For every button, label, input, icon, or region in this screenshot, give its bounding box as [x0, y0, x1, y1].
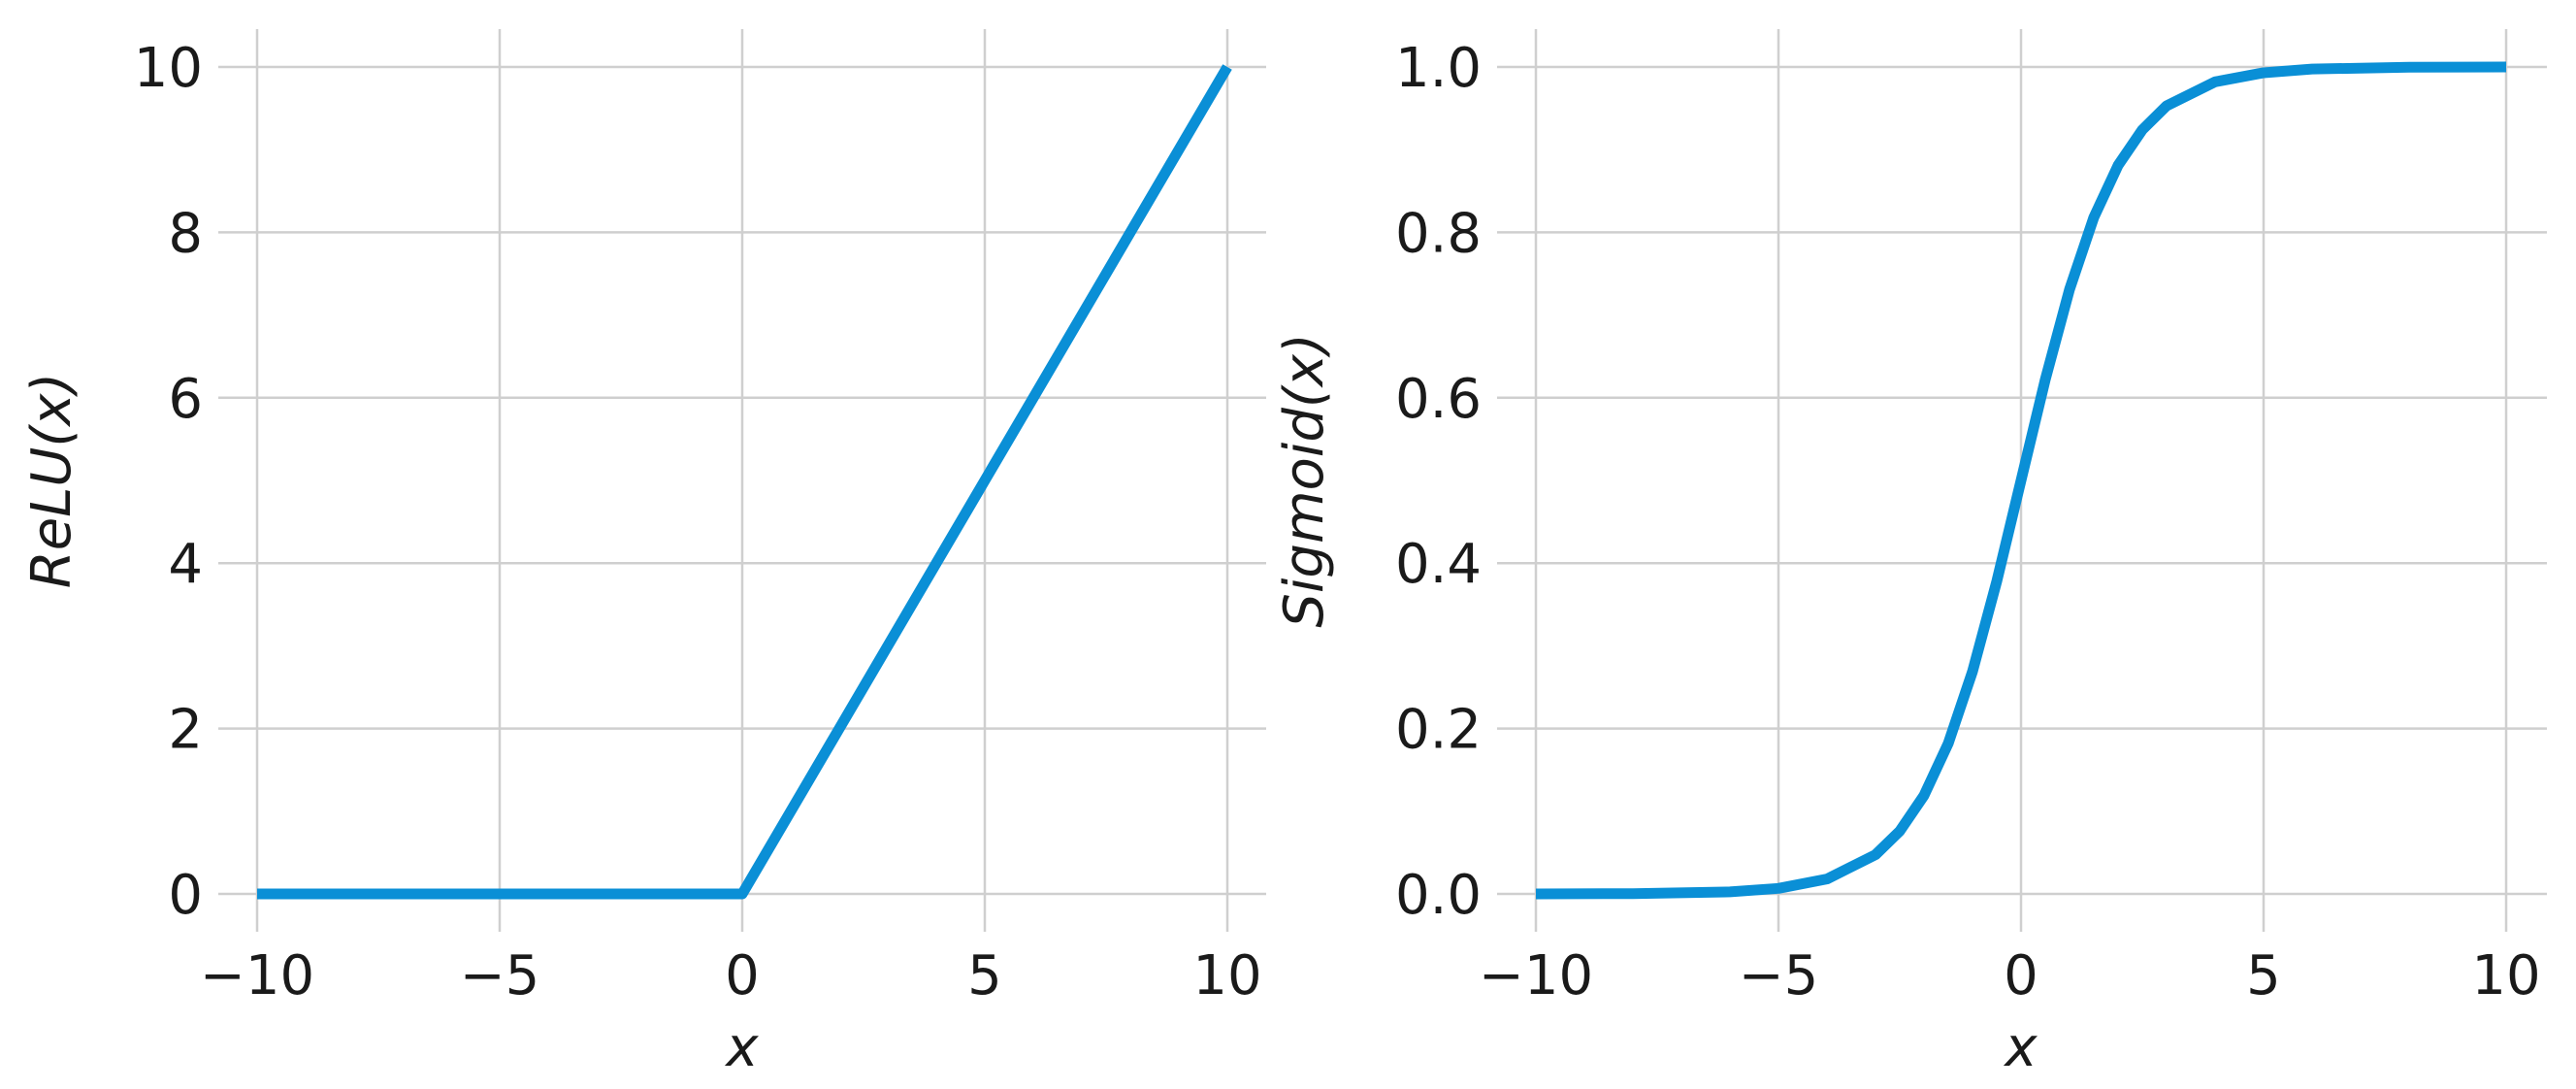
relu-x-tick-label: −5	[460, 944, 540, 1007]
sigmoid-y-tick-label: 0.2	[1395, 699, 1482, 762]
sigmoid-x-tick-labels: −10 −5 0 5 10	[1479, 944, 2541, 1007]
sigmoid-x-tick-label: −10	[1479, 944, 1593, 1007]
relu-y-tick-label: 2	[168, 699, 203, 762]
sigmoid-x-tick-label: 5	[2246, 944, 2281, 1007]
relu-x-tick-labels: −10 −5 0 5 10	[200, 944, 1262, 1007]
relu-y-tick-label: 0	[168, 864, 203, 927]
sigmoid-x-axis-label: x	[2003, 1016, 2038, 1079]
relu-y-tick-label: 6	[168, 368, 203, 431]
sigmoid-y-tick-label: 0.0	[1395, 864, 1482, 927]
sigmoid-chart: −10 −5 0 5 10 0.0 0.2 0.4 0.6 0.8 1.0 x Sigmoid(x…	[1273, 29, 2547, 1079]
relu-y-axis-label: ReLU(x)	[20, 373, 83, 588]
relu-series-line	[257, 64, 1232, 900]
sigmoid-x-tick-label: 0	[2004, 944, 2038, 1007]
relu-x-tick-label: 5	[967, 944, 1002, 1007]
sigmoid-y-tick-label: 0.8	[1395, 202, 1482, 265]
sigmoid-y-tick-labels: 0.0 0.2 0.4 0.6 0.8 1.0	[1395, 37, 1482, 927]
sigmoid-y-tick-label: 1.0	[1395, 37, 1482, 100]
sigmoid-x-tick-label: 10	[2471, 944, 2540, 1007]
sigmoid-x-tick-label: −5	[1739, 944, 1819, 1007]
relu-y-tick-label: 4	[168, 533, 203, 596]
relu-chart: −10 −5 0 5 10 0 2 4 6 8 10 x ReLU(x)	[20, 29, 1266, 1079]
relu-grid	[218, 29, 1266, 932]
relu-x-tick-label: 0	[725, 944, 760, 1007]
relu-x-tick-label: −10	[200, 944, 314, 1007]
sigmoid-y-tick-label: 0.4	[1395, 533, 1482, 596]
sigmoid-y-tick-label: 0.6	[1395, 368, 1482, 431]
relu-y-tick-label: 8	[168, 202, 203, 265]
relu-y-tick-labels: 0 2 4 6 8 10	[134, 37, 203, 927]
relu-y-tick-label: 10	[134, 37, 203, 100]
relu-x-axis-label: x	[724, 1016, 759, 1079]
sigmoid-series-line	[1535, 61, 2507, 900]
relu-x-tick-label: 10	[1192, 944, 1261, 1007]
sigmoid-y-axis-label: Sigmoid(x)	[1273, 333, 1336, 627]
